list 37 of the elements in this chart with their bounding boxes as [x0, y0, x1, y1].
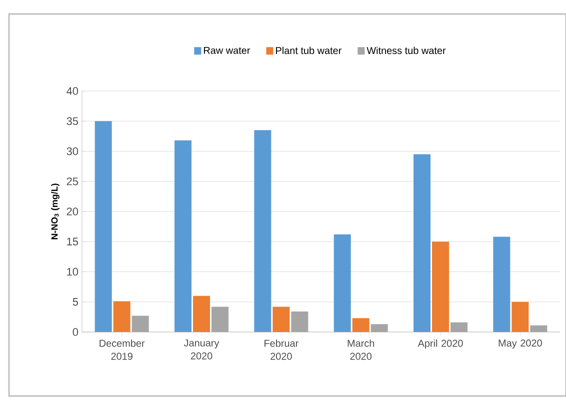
legend-label: Plant tub water: [276, 46, 342, 54]
y-tick-label: 40: [66, 87, 78, 95]
bar: [254, 130, 272, 332]
y-axis-title: N-NO$_{3}$ (mg/L): [51, 184, 60, 240]
y-tick-label: 20: [66, 208, 78, 216]
bar: [370, 324, 388, 332]
x-tick-label: May 2020: [498, 340, 542, 349]
bar: [212, 306, 229, 332]
x-tick-label: Februar 2020: [264, 340, 298, 360]
bar: [291, 312, 308, 332]
x-tick-label: January 2020: [184, 340, 220, 360]
x-tick-label: April 2020: [418, 340, 463, 349]
bar: [512, 302, 529, 332]
y-tick-label: 25: [66, 178, 78, 186]
bar: [334, 234, 351, 332]
y-tick-label: 30: [66, 147, 78, 156]
y-tick-label: 10: [67, 268, 78, 276]
bar: [272, 306, 290, 332]
y-tick-label: 5: [72, 298, 78, 306]
x-tick-label: March 2020: [348, 340, 374, 360]
bar: [132, 316, 149, 332]
bar: [432, 242, 450, 332]
x-tick-label: December 2019: [100, 340, 145, 360]
y-tick-label: 0: [72, 328, 78, 336]
bar: [193, 296, 210, 332]
y-tick-label: 15: [67, 238, 78, 246]
bar: [450, 322, 468, 332]
y-tick-label: 35: [66, 117, 78, 126]
legend-label: Witness tub water: [366, 46, 446, 54]
bar: [414, 154, 431, 332]
bar: [493, 236, 510, 332]
bar: [530, 325, 548, 332]
bar: [113, 301, 130, 332]
legend-label: Raw water: [204, 46, 250, 54]
bar: [94, 121, 112, 332]
bar: [174, 140, 192, 332]
bar: [352, 318, 370, 332]
